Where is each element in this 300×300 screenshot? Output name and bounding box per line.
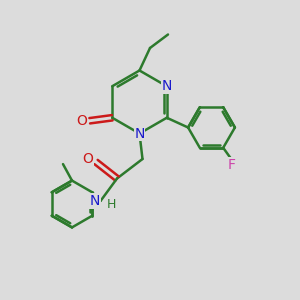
Text: O: O bbox=[76, 114, 87, 128]
Text: H: H bbox=[106, 198, 116, 211]
Text: O: O bbox=[82, 152, 93, 166]
Text: N: N bbox=[90, 194, 100, 208]
Text: F: F bbox=[227, 158, 235, 172]
Text: N: N bbox=[162, 79, 172, 93]
Text: N: N bbox=[134, 127, 145, 140]
